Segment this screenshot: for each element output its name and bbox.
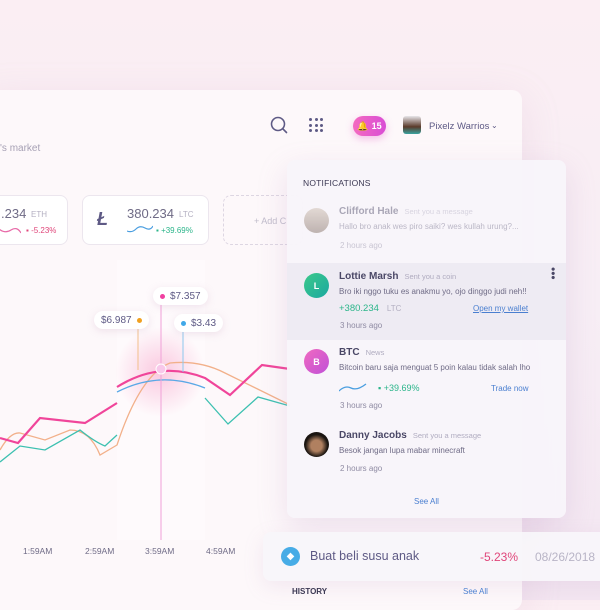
tooltip-pink: $7.357 bbox=[153, 287, 208, 305]
notification-message: Hallo bro anak wes piro saiki? wes kulla… bbox=[339, 222, 519, 231]
bell-icon: 🔔 bbox=[357, 120, 369, 131]
notification-message: Bro iki nggo tuku es anakmu yo, ojo ding… bbox=[339, 287, 527, 296]
notification-time: 3 hours ago bbox=[340, 321, 383, 330]
x-axis-label: 3:59AM bbox=[145, 546, 175, 556]
history-title: HISTORY bbox=[292, 587, 328, 596]
transaction-title: Buat beli susu anak bbox=[310, 549, 420, 563]
notification-count: 15 bbox=[371, 121, 382, 131]
coin-amount: +380.234 LTC bbox=[339, 303, 402, 314]
market-subtitle: 's market bbox=[0, 143, 41, 154]
sparkline-icon bbox=[339, 383, 367, 392]
notification-item[interactable]: Clifford Hale Sent you a message Hallo br… bbox=[287, 206, 566, 290]
sparkline-icon bbox=[0, 227, 21, 234]
avatar: L bbox=[304, 273, 329, 298]
notifications-panel: NOTIFICATIONS Clifford Hale Sent you a me… bbox=[287, 160, 566, 518]
see-all-notifications-link[interactable]: See All bbox=[414, 497, 439, 506]
user-name[interactable]: Pixelz Warrios bbox=[429, 121, 490, 132]
trade-now-link[interactable]: Trade now bbox=[491, 384, 529, 393]
open-wallet-link[interactable]: Open my wallet bbox=[473, 304, 529, 313]
sender-name: Lottie Marsh bbox=[339, 271, 399, 282]
notification-item[interactable]: Danny Jacobs Sent you a message Besok jan… bbox=[287, 430, 566, 514]
coin-symbol: LTC bbox=[179, 210, 194, 219]
orange-line bbox=[0, 361, 291, 456]
chevron-down-icon[interactable]: ⌄ bbox=[491, 121, 498, 130]
apps-grid-icon[interactable] bbox=[309, 118, 323, 132]
x-axis-label: 2:59AM bbox=[85, 546, 115, 556]
ethereum-icon: ◆ bbox=[281, 547, 300, 566]
avatar: B bbox=[304, 349, 329, 374]
sender-name: Clifford Hale bbox=[339, 206, 399, 217]
litecoin-icon: Ł bbox=[97, 209, 108, 229]
sparkline-icon bbox=[127, 225, 153, 233]
x-axis-label: 1:59AM bbox=[23, 546, 53, 556]
notification-message: Besok jangan lupa mabar minecraft bbox=[339, 446, 465, 455]
cursor-point bbox=[155, 363, 167, 375]
notification-time: 2 hours ago bbox=[340, 464, 383, 473]
transaction-item[interactable]: ◆ Buat beli susu anak -5.23% 08/26/2018 bbox=[263, 532, 600, 581]
pink-line bbox=[0, 363, 291, 445]
search-icon[interactable] bbox=[270, 116, 288, 134]
user-avatar[interactable] bbox=[403, 116, 421, 134]
coin-change: ▪ +39.69% bbox=[378, 383, 420, 393]
notification-badge[interactable]: 🔔 15 bbox=[353, 116, 386, 136]
transaction-date: 08/26/2018 bbox=[535, 550, 596, 564]
notifications-title: NOTIFICATIONS bbox=[303, 178, 371, 188]
price-chart[interactable] bbox=[0, 260, 300, 540]
coin-value: 380.234 bbox=[127, 206, 174, 221]
coin-card-eth[interactable]: .234 ETH ▪ -5.23% bbox=[0, 195, 68, 245]
transaction-change: -5.23% bbox=[480, 550, 519, 564]
sender-name: Danny Jacobs bbox=[339, 430, 407, 441]
notification-action: Sent you a message bbox=[412, 431, 482, 440]
more-options-icon[interactable]: ••• bbox=[546, 267, 560, 280]
tooltip-blue: $3.43 bbox=[174, 314, 224, 332]
notification-action: News bbox=[365, 348, 385, 357]
notification-action: Sent you a message bbox=[404, 207, 473, 216]
notification-time: 2 hours ago bbox=[340, 241, 383, 250]
coin-value: .234 bbox=[1, 206, 27, 221]
avatar bbox=[304, 208, 329, 233]
notification-time: 3 hours ago bbox=[340, 401, 383, 410]
coin-change: ▪ +39.69% bbox=[156, 226, 193, 235]
tooltip-orange: $6.987 bbox=[94, 311, 149, 329]
x-axis-label: 4:59AM bbox=[206, 546, 236, 556]
notification-item[interactable]: B BTC News Bitcoin baru saja menguat 5 po… bbox=[287, 347, 566, 431]
notification-action: Sent you a coin bbox=[404, 272, 457, 281]
avatar bbox=[304, 432, 329, 457]
coin-change: ▪ -5.23% bbox=[26, 226, 57, 235]
notification-message: Bitcoin baru saja menguat 5 poin kalau t… bbox=[339, 363, 531, 372]
history-see-all-link[interactable]: See All bbox=[463, 587, 488, 596]
notification-item[interactable]: L Lottie Marsh Sent you a coin Bro iki ng… bbox=[287, 263, 566, 340]
sender-name: BTC bbox=[339, 347, 360, 358]
coin-symbol: ETH bbox=[31, 210, 47, 219]
coin-card-ltc[interactable]: Ł 380.234 LTC ▪ +39.69% bbox=[82, 195, 209, 245]
teal-line bbox=[0, 396, 291, 463]
